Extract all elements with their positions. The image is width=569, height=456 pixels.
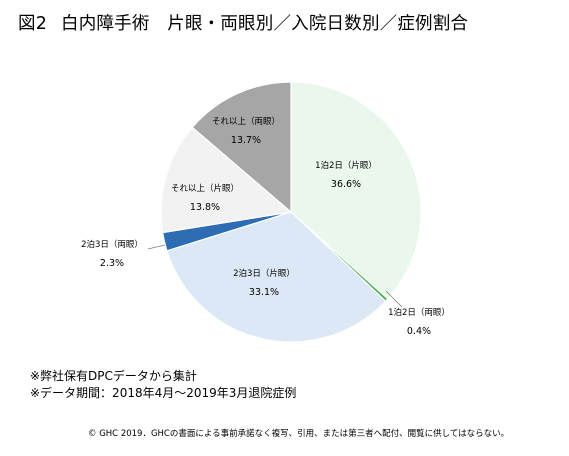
slice-value-2haku-ryome: 2.3% bbox=[100, 258, 124, 269]
pie-slices bbox=[160, 81, 422, 343]
slice-value-1haku-ryome: 0.4% bbox=[407, 326, 431, 337]
slice-value-1haku-katame: 36.6% bbox=[331, 179, 361, 190]
note-period: ※データ期間：2018年4月～2019年3月退院症例 bbox=[30, 386, 297, 400]
chart-title: 図2 白内障手術 片眼・両眼別／入院日数別／症例割合 bbox=[18, 10, 468, 35]
slice-value-sorei-katame: 13.8% bbox=[190, 202, 220, 213]
title-text: 白内障手術 片眼・両眼別／入院日数別／症例割合 bbox=[61, 14, 469, 34]
slice-value-sorei-ryome: 13.7% bbox=[231, 135, 261, 146]
slice-labels: 1泊2日（片眼） 36.6% 1泊2日（両眼） 0.4% 2泊3日（片眼） 33.1% 2泊… bbox=[81, 116, 450, 337]
leader-lines bbox=[147, 244, 403, 308]
copyright-notice: © GHC 2019．GHCの書面による事前承諾なく複写、引用、または第三者へ配… bbox=[88, 429, 510, 439]
slice-label-sorei-katame: それ以上（片眼） bbox=[171, 183, 239, 194]
slice-label-1haku-ryome: 1泊2日（両眼） bbox=[388, 307, 450, 318]
slice-label-sorei-ryome: それ以上（両眼） bbox=[212, 116, 280, 127]
slice-value-2haku-katame: 33.1% bbox=[249, 287, 279, 298]
slice-label-2haku-ryome: 2泊3日（両眼） bbox=[81, 239, 143, 250]
leader-line-1haku-ryome bbox=[385, 290, 403, 308]
notes: ※弊社保有DPCデータから集計 ※データ期間：2018年4月～2019年3月退院… bbox=[30, 368, 296, 402]
slice-label-1haku-katame: 1泊2日（片眼） bbox=[315, 160, 377, 171]
note-source: ※弊社保有DPCデータから集計 bbox=[30, 369, 197, 383]
pie-outline bbox=[160, 81, 422, 343]
figure-number: 図2 bbox=[18, 14, 48, 34]
slice-label-2haku-katame: 2泊3日（片眼） bbox=[233, 268, 295, 279]
leader-line-2haku-ryome bbox=[147, 244, 166, 250]
